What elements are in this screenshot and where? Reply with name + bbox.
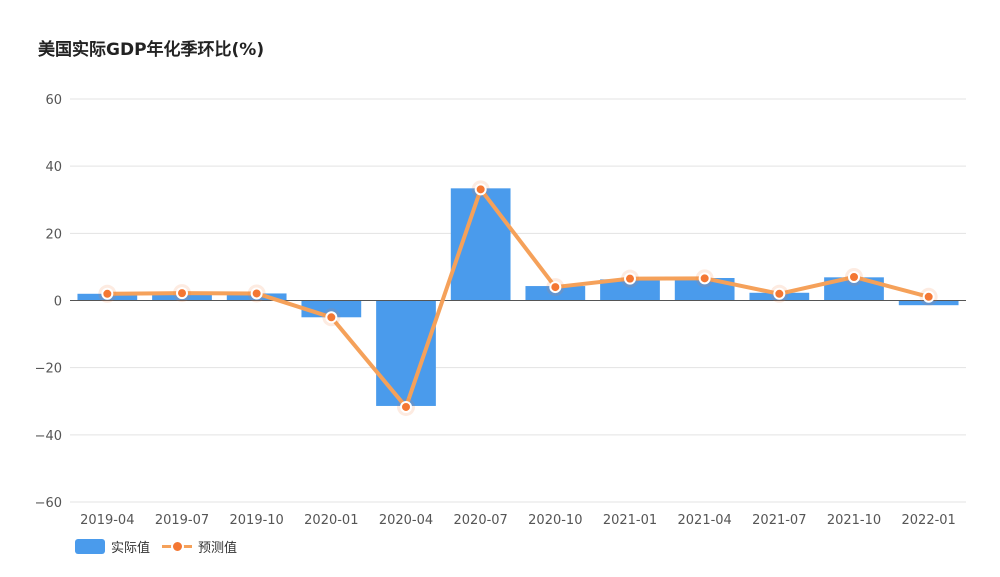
bar	[824, 277, 884, 301]
x-tick-label: 2021-10	[827, 513, 881, 528]
x-tick-label: 2021-04	[678, 513, 732, 528]
x-tick-label: 2020-04	[379, 513, 433, 528]
forecast-point	[922, 290, 935, 303]
x-tick-label: 2019-04	[80, 513, 134, 528]
x-tick-label: 2020-10	[528, 513, 582, 528]
legend-label-forecast: 预测值	[198, 541, 238, 556]
legend-item-forecast[interactable]: 预测值	[162, 537, 237, 556]
forecast-point	[474, 183, 487, 196]
forecast-point	[624, 272, 636, 285]
x-tick-label: 2020-01	[304, 513, 358, 528]
forecast-point	[325, 311, 338, 324]
x-tick-label: 2019-07	[155, 513, 209, 528]
y-tick-label: 40	[45, 160, 62, 175]
forecast-line	[105, 187, 931, 409]
x-axis-ticks: 2019-04 2019-07 2019-10 2020-01 2020-04 2020-…	[80, 513, 956, 528]
bar-series	[77, 188, 959, 406]
x-tick-label: 2020-07	[454, 513, 508, 528]
forecast-point	[250, 287, 263, 300]
line-series	[98, 180, 938, 416]
forecast-point	[176, 287, 188, 300]
forecast-point	[848, 270, 860, 283]
legend-item-actual[interactable]: 实际值	[75, 537, 150, 556]
forecast-point	[101, 287, 114, 300]
forecast-point	[549, 281, 562, 294]
x-tick-label: 2022-01	[902, 513, 956, 528]
legend-label-actual: 实际值	[111, 541, 151, 556]
forecast-point	[698, 272, 711, 285]
y-tick-label: 60	[45, 93, 62, 108]
legend: 实际值 预测值	[75, 537, 249, 556]
bar	[525, 286, 586, 301]
y-tick-label: 0	[54, 295, 62, 310]
y-tick-label: 20	[45, 227, 62, 242]
y-tick-label: −20	[35, 362, 62, 377]
y-axis-ticks: 60 40 20 0 −20 −40 −60	[35, 93, 62, 511]
bar	[674, 277, 735, 301]
bar	[376, 300, 436, 406]
chart-title: 美国实际GDP年化季环比(%)	[38, 40, 265, 60]
x-tick-label: 2021-01	[603, 513, 657, 528]
y-tick-label: −60	[35, 496, 62, 511]
bar	[898, 300, 959, 306]
y-tick-label: −40	[35, 429, 62, 444]
forecast-point	[400, 400, 412, 413]
legend-line-swatch	[162, 539, 193, 554]
bar	[600, 279, 660, 301]
x-tick-label: 2021-07	[752, 513, 806, 528]
legend-bar-swatch	[75, 539, 105, 554]
forecast-point	[773, 287, 786, 300]
x-tick-label: 2019-10	[230, 513, 284, 528]
